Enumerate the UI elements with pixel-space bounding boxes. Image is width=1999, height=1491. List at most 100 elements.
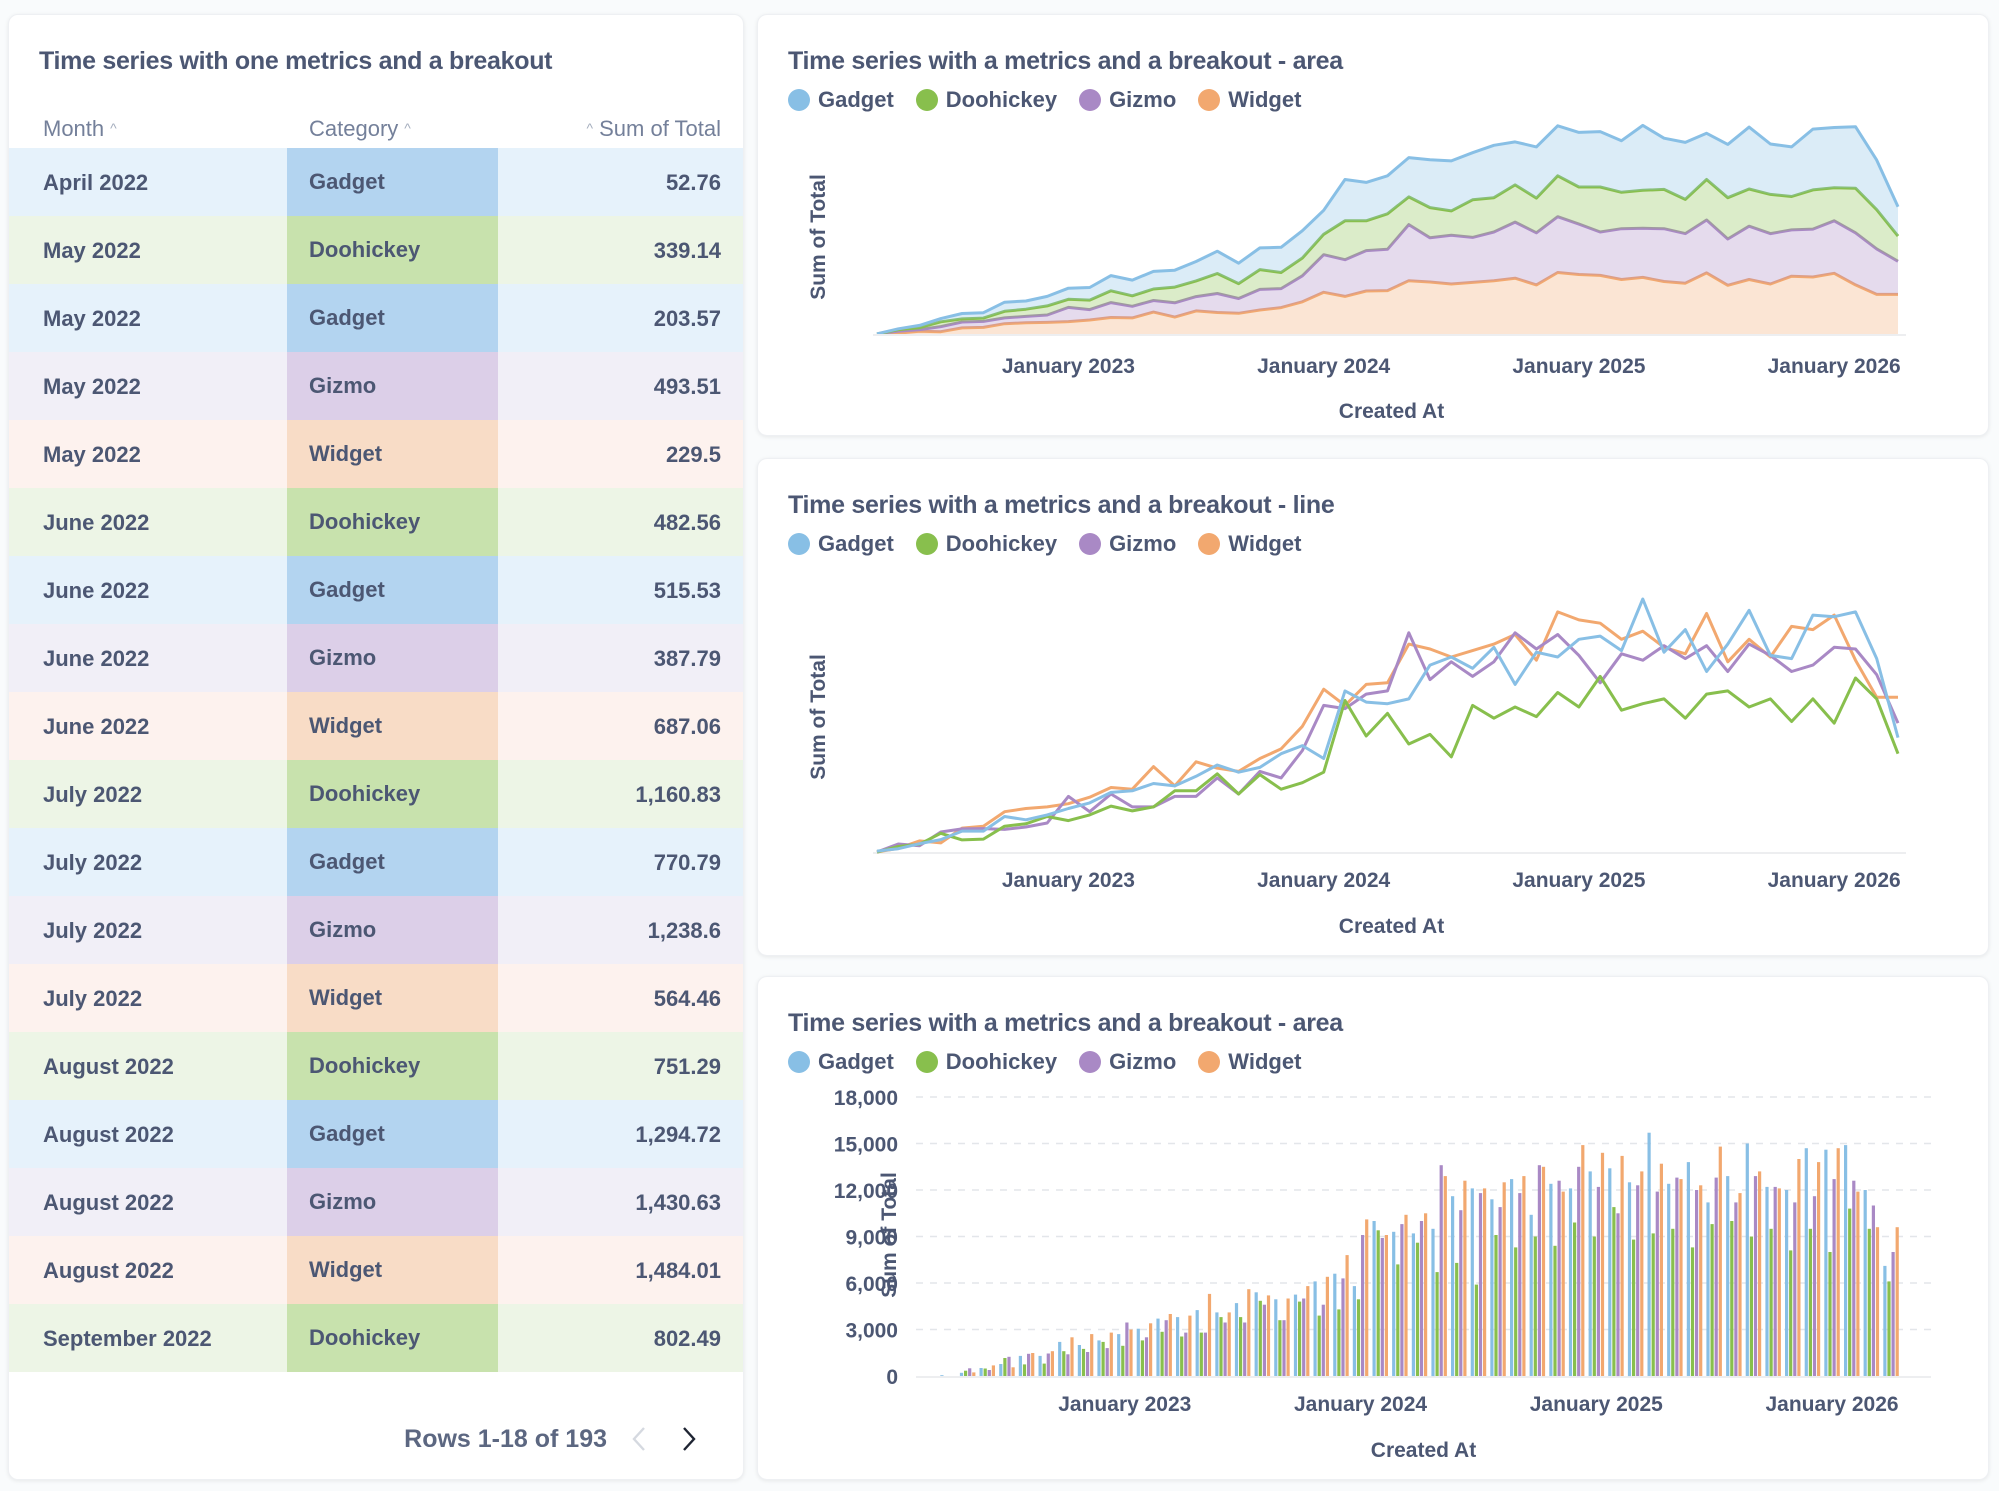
- bar-gizmo[interactable]: [1518, 1193, 1522, 1376]
- bar-widget[interactable]: [1443, 1176, 1447, 1376]
- table-row[interactable]: July 2022 Widget 564.46: [9, 964, 743, 1032]
- area-gizmo[interactable]: [877, 216, 1898, 334]
- bar-gizmo[interactable]: [1439, 1165, 1443, 1376]
- table-row[interactable]: May 2022 Gadget 203.57: [9, 284, 743, 352]
- bar-gizmo[interactable]: [1262, 1304, 1266, 1376]
- bar-gadget[interactable]: [1195, 1310, 1199, 1376]
- bar-gadget[interactable]: [1844, 1145, 1848, 1376]
- table-row[interactable]: June 2022 Gadget 515.53: [9, 556, 743, 624]
- bar-gizmo[interactable]: [1341, 1278, 1345, 1376]
- table-row[interactable]: June 2022 Widget 687.06: [9, 692, 743, 760]
- bar-gadget[interactable]: [1234, 1303, 1239, 1376]
- bar-doohickey[interactable]: [1455, 1262, 1459, 1376]
- next-page-button[interactable]: [671, 1421, 707, 1457]
- bar-gadget[interactable]: [1745, 1143, 1749, 1377]
- bar-widget[interactable]: [1836, 1148, 1840, 1376]
- bar-gadget[interactable]: [1549, 1183, 1553, 1376]
- bar-gadget[interactable]: [1117, 1334, 1121, 1376]
- table-row[interactable]: August 2022 Widget 1,484.01: [9, 1236, 743, 1304]
- legend-item-widget[interactable]: Widget: [1198, 531, 1301, 557]
- bar-gizmo[interactable]: [1871, 1205, 1875, 1377]
- bar-widget[interactable]: [991, 1365, 995, 1376]
- bar-gizmo[interactable]: [1027, 1353, 1031, 1376]
- bar-doohickey[interactable]: [983, 1368, 987, 1377]
- bar-widget[interactable]: [1875, 1227, 1880, 1376]
- bar-gizmo[interactable]: [1223, 1322, 1227, 1377]
- bar-gizmo[interactable]: [1203, 1332, 1207, 1376]
- legend-item-gadget[interactable]: Gadget: [788, 1049, 894, 1075]
- bar-doohickey[interactable]: [1474, 1284, 1478, 1376]
- bar-gizmo[interactable]: [1321, 1304, 1325, 1376]
- bar-doohickey[interactable]: [1258, 1300, 1262, 1376]
- bar-gadget[interactable]: [1254, 1292, 1258, 1376]
- bar-doohickey[interactable]: [1101, 1341, 1105, 1376]
- table-row[interactable]: August 2022 Gadget 1,294.72: [9, 1100, 743, 1168]
- bar-gizmo[interactable]: [1577, 1166, 1581, 1377]
- bar-gizmo[interactable]: [1557, 1180, 1561, 1376]
- bar-widget[interactable]: [1365, 1219, 1369, 1376]
- bar-gadget[interactable]: [1568, 1188, 1573, 1376]
- bar-gizmo[interactable]: [1734, 1202, 1738, 1376]
- bar-doohickey[interactable]: [1337, 1309, 1341, 1376]
- bar-widget[interactable]: [1797, 1159, 1801, 1376]
- bar-gizmo[interactable]: [1066, 1354, 1070, 1376]
- bar-gizmo[interactable]: [1282, 1320, 1286, 1376]
- table-row[interactable]: May 2022 Widget 229.5: [9, 420, 743, 488]
- bar-gadget[interactable]: [1883, 1265, 1887, 1376]
- bar-doohickey[interactable]: [1632, 1239, 1636, 1376]
- bar-gizmo[interactable]: [1832, 1179, 1836, 1376]
- table-row[interactable]: July 2022 Doohickey 1,160.83: [9, 760, 743, 828]
- bar-gadget[interactable]: [959, 1372, 964, 1376]
- bar-doohickey[interactable]: [1671, 1228, 1675, 1377]
- bar-widget[interactable]: [1679, 1179, 1683, 1376]
- table-row[interactable]: June 2022 Gizmo 387.79: [9, 624, 743, 692]
- bar-widget[interactable]: [1758, 1171, 1762, 1376]
- bar-gizmo[interactable]: [1753, 1176, 1758, 1376]
- bar-widget[interactable]: [1424, 1213, 1428, 1377]
- bar-widget[interactable]: [1640, 1171, 1644, 1376]
- bar-doohickey[interactable]: [1239, 1317, 1243, 1376]
- bar-widget[interactable]: [972, 1372, 976, 1376]
- bar-gadget[interactable]: [1392, 1231, 1396, 1376]
- bar-widget[interactable]: [1856, 1191, 1860, 1376]
- bar-gadget[interactable]: [1018, 1355, 1022, 1376]
- bar-gadget[interactable]: [1863, 1190, 1867, 1376]
- legend-item-widget[interactable]: Widget: [1198, 87, 1301, 113]
- bar-gadget[interactable]: [979, 1368, 983, 1376]
- bar-doohickey[interactable]: [1749, 1236, 1753, 1377]
- bar-gizmo[interactable]: [1675, 1177, 1679, 1376]
- bar-gizmo[interactable]: [1046, 1353, 1050, 1377]
- bar-doohickey[interactable]: [1003, 1358, 1007, 1376]
- table-row[interactable]: June 2022 Doohickey 482.56: [9, 488, 743, 556]
- bar-widget[interactable]: [1345, 1255, 1349, 1376]
- bar-gizmo[interactable]: [968, 1368, 972, 1376]
- bar-gizmo[interactable]: [1459, 1210, 1463, 1376]
- bar-gizmo[interactable]: [1636, 1185, 1640, 1376]
- bar-gadget[interactable]: [1293, 1294, 1298, 1376]
- bar-doohickey[interactable]: [1867, 1228, 1871, 1377]
- line-series-widget[interactable]: [876, 610, 1898, 854]
- bar-widget[interactable]: [1168, 1314, 1172, 1376]
- bar-doohickey[interactable]: [1848, 1208, 1852, 1376]
- bar-gizmo[interactable]: [1655, 1191, 1659, 1376]
- bar-doohickey[interactable]: [1494, 1235, 1498, 1376]
- bar-gizmo[interactable]: [1125, 1322, 1129, 1377]
- bar-widget[interactable]: [1031, 1353, 1035, 1376]
- bar-gizmo[interactable]: [1007, 1356, 1011, 1376]
- bar-gadget[interactable]: [1313, 1281, 1317, 1376]
- bar-widget[interactable]: [1070, 1337, 1074, 1377]
- bar-doohickey[interactable]: [1317, 1315, 1321, 1376]
- bar-widget[interactable]: [1011, 1367, 1015, 1376]
- bar-gadget[interactable]: [1726, 1176, 1730, 1376]
- table-row[interactable]: September 2022 Doohickey 802.49: [9, 1304, 743, 1372]
- table-row[interactable]: April 2022 Gadget 52.76: [9, 148, 743, 216]
- bar-gizmo[interactable]: [1400, 1224, 1404, 1376]
- bar-doohickey[interactable]: [1808, 1228, 1812, 1377]
- column-header-category[interactable]: Category ^: [309, 116, 417, 142]
- bar-gadget[interactable]: [1431, 1228, 1435, 1377]
- bar-widget[interactable]: [1325, 1276, 1329, 1376]
- legend-item-widget[interactable]: Widget: [1198, 1049, 1301, 1075]
- bar-doohickey[interactable]: [1121, 1345, 1125, 1376]
- legend-item-doohickey[interactable]: Doohickey: [915, 87, 1057, 113]
- table-row[interactable]: August 2022 Gizmo 1,430.63: [9, 1168, 743, 1236]
